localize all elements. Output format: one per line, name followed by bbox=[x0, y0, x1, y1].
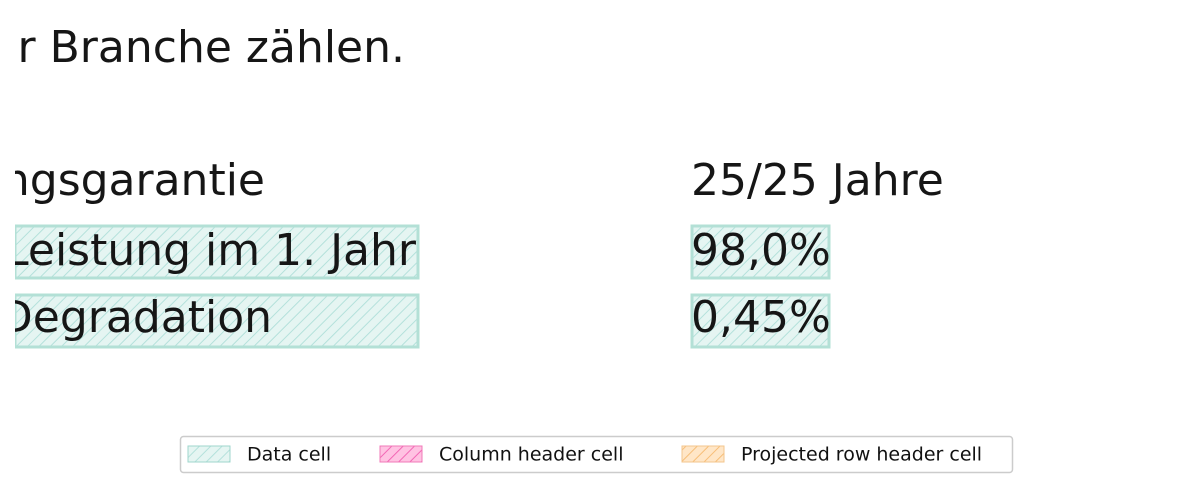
paragraph-text: r Branche zählen. bbox=[18, 22, 405, 73]
table-cell: Leistung im 1. Jahr bbox=[4, 225, 417, 276]
legend: Data cell Column header cell Projected r… bbox=[179, 435, 1014, 474]
legend-label: Column header cell bbox=[439, 444, 623, 466]
legend-swatch bbox=[379, 445, 423, 463]
legend-swatch bbox=[681, 445, 725, 463]
data-cell-box bbox=[690, 293, 831, 349]
table-cell: 25/25 Jahre bbox=[691, 155, 944, 206]
legend-label: Data cell bbox=[247, 444, 331, 466]
document-crop: r Branche zählen. ngsgarantie 25/25 Jahr… bbox=[0, 22, 944, 349]
data-cell-box bbox=[15, 293, 420, 349]
table-cell: Degradation bbox=[0, 292, 272, 343]
data-cell-box bbox=[690, 224, 831, 280]
data-cell-box bbox=[15, 224, 420, 280]
legend-swatch bbox=[187, 445, 231, 463]
table-cell: ngsgarantie bbox=[2, 155, 265, 206]
table-cell: 0,45% bbox=[691, 292, 831, 343]
legend-label: Projected row header cell bbox=[741, 444, 982, 466]
table-cell: 98,0% bbox=[691, 225, 831, 276]
